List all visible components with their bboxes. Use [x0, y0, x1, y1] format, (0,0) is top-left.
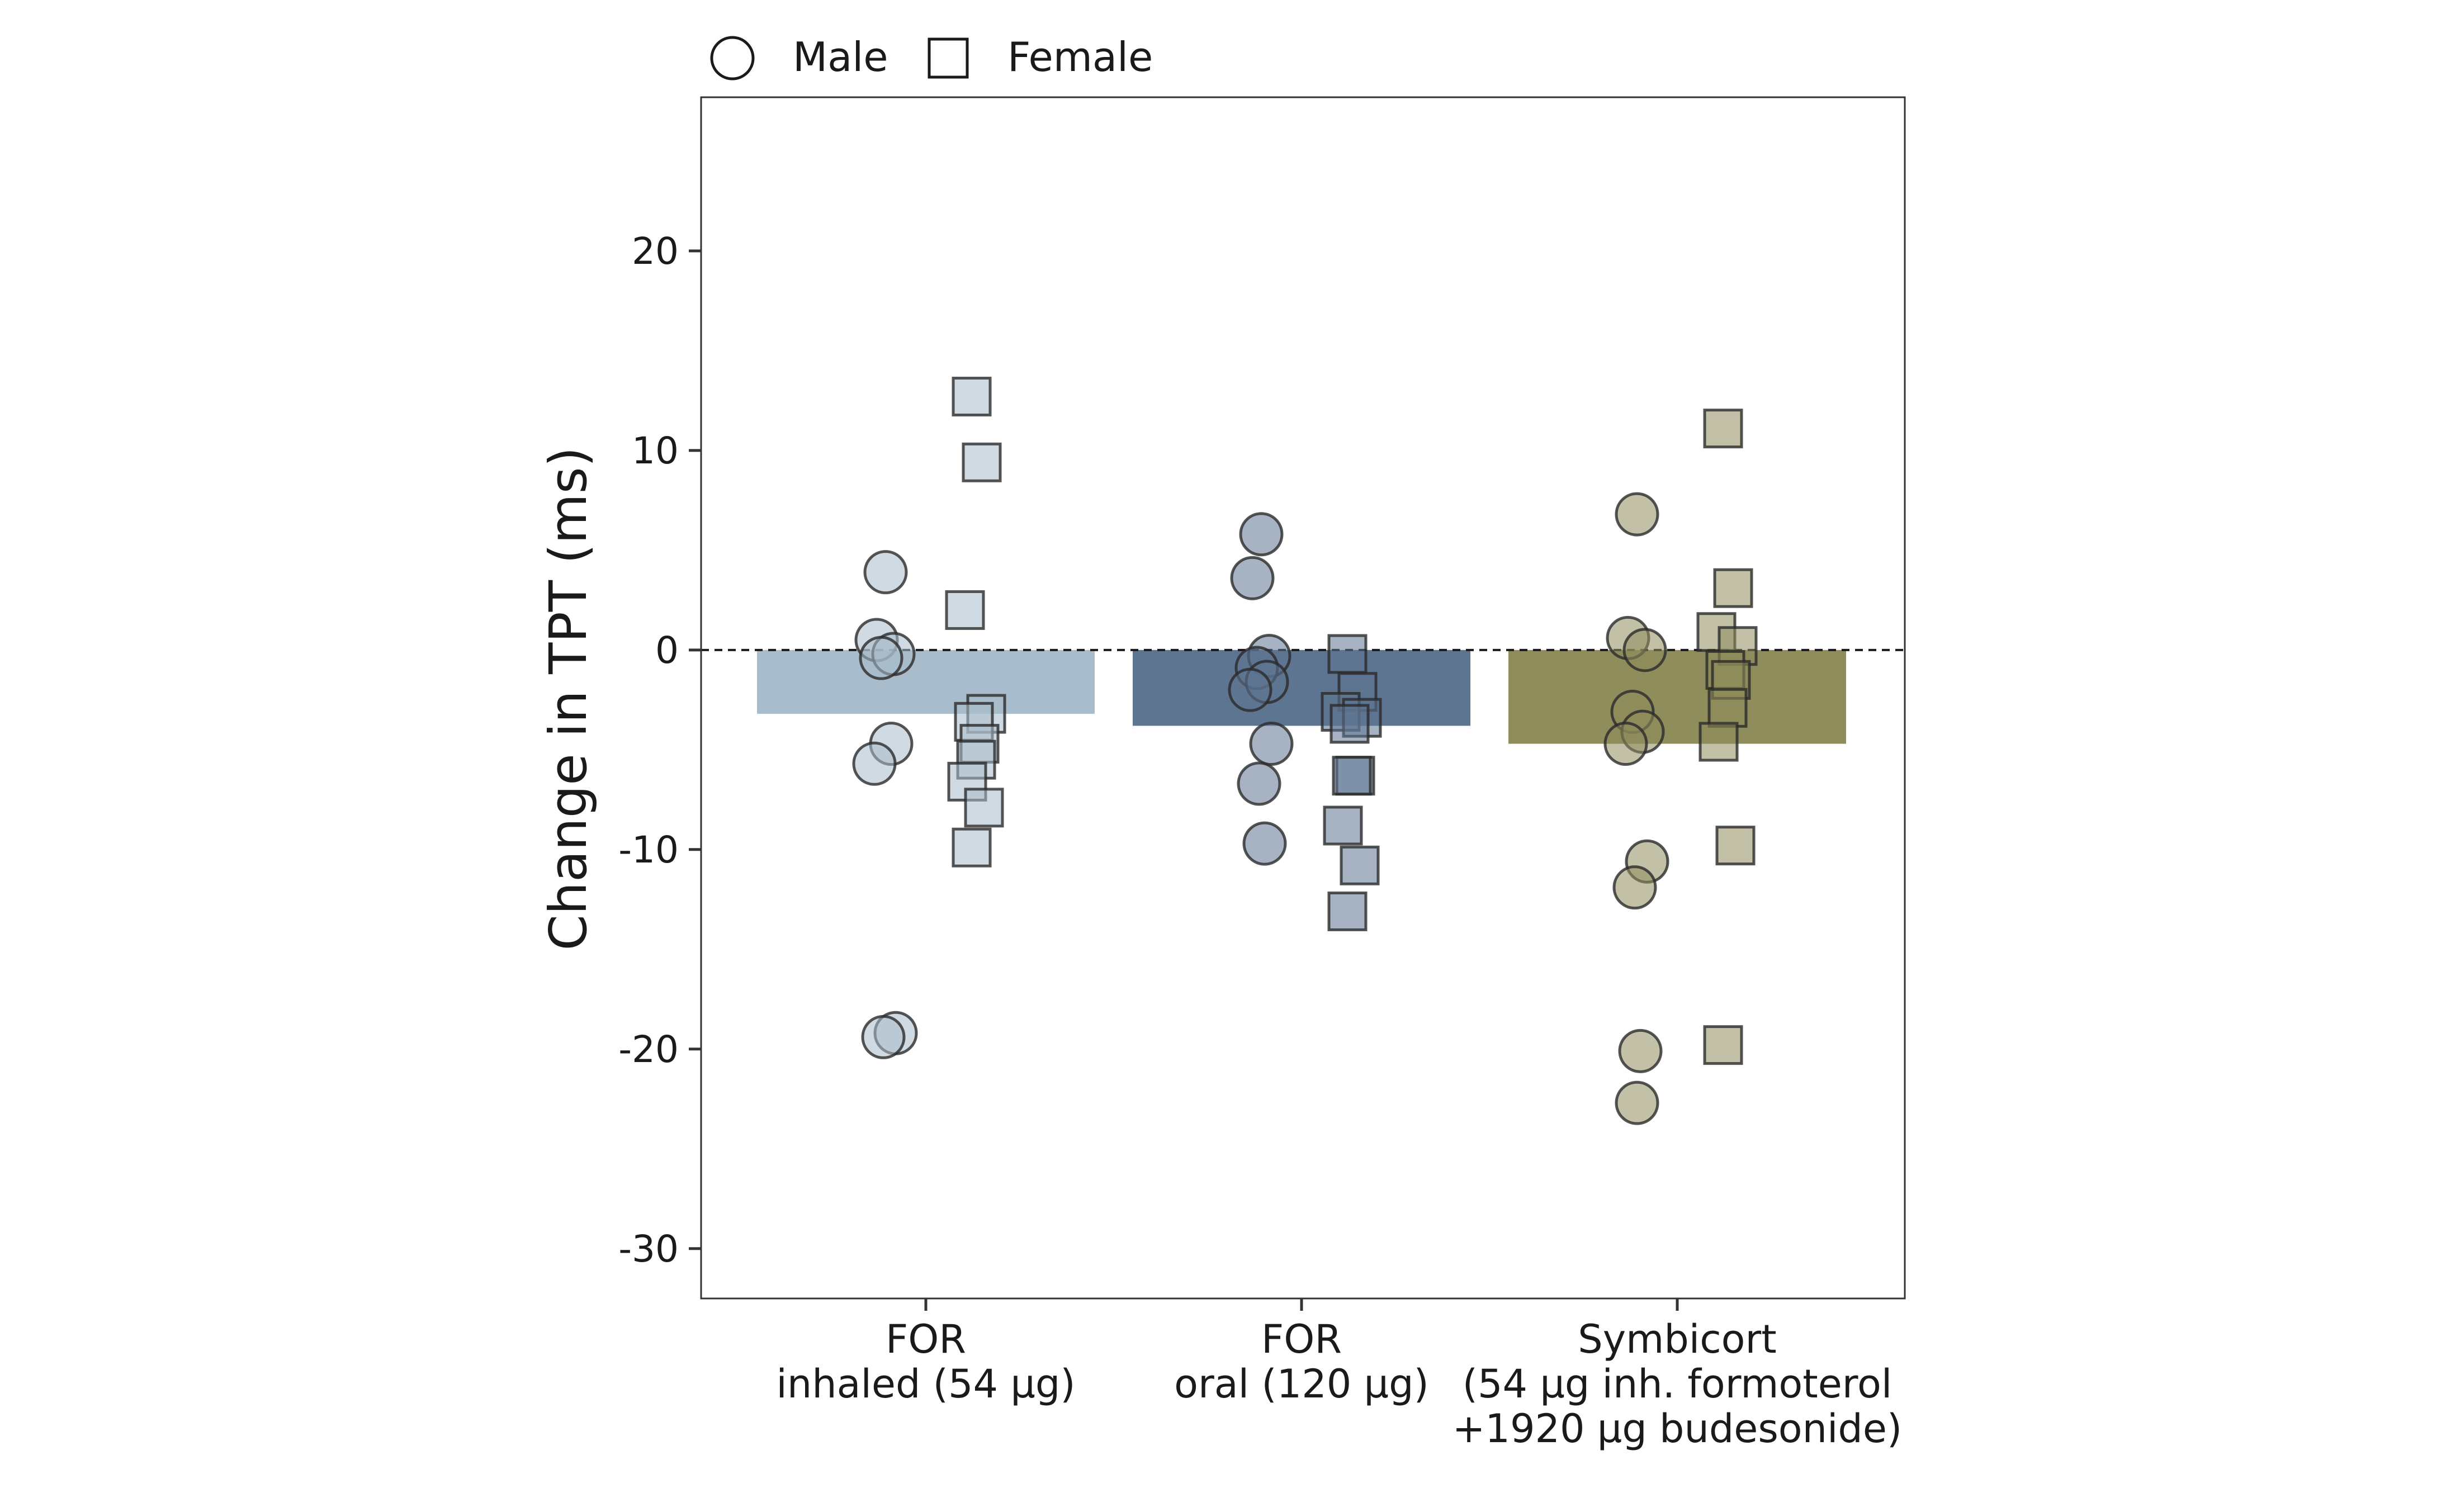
x-category-label: +1920 µg budesonide) [1453, 1406, 1903, 1452]
male-point [1239, 512, 1284, 557]
male-point [1612, 865, 1657, 910]
male-point [859, 636, 903, 680]
male-point [1237, 761, 1281, 806]
male-point [1615, 492, 1659, 537]
x-category-label: FOR [886, 1316, 966, 1362]
female-point [1332, 756, 1372, 796]
female-point [945, 590, 985, 630]
male-point [852, 741, 897, 786]
x-category-label: oral (120 µg) [1174, 1361, 1429, 1407]
male-point [861, 1015, 906, 1059]
legend: Male Female [710, 34, 1153, 80]
mean-bar [1508, 650, 1846, 744]
male-point [1622, 628, 1667, 672]
male-point [1615, 1080, 1659, 1125]
male-point [1228, 667, 1272, 712]
female-point [1703, 409, 1743, 449]
male-point [1618, 1028, 1663, 1073]
female-point [1340, 845, 1380, 885]
female-point [1327, 634, 1368, 674]
legend-male-label: Male [793, 34, 888, 80]
female-point [964, 788, 1004, 828]
x-category-label: FOR [1261, 1316, 1342, 1362]
female-point [1715, 826, 1756, 866]
y-tick-label: -20 [618, 1028, 679, 1071]
mean-bar [757, 650, 1095, 714]
female-point [952, 827, 992, 868]
legend-male-marker [710, 36, 755, 80]
female-point [1330, 704, 1370, 744]
female-point [1699, 722, 1739, 762]
x-category-label: Symbicort [1578, 1316, 1776, 1362]
female-point [1713, 568, 1753, 608]
female-point [1707, 688, 1748, 728]
male-point [1242, 821, 1287, 866]
female-point [1703, 1025, 1743, 1065]
x-category-label: inhaled (54 µg) [776, 1361, 1075, 1407]
female-point [962, 442, 1002, 482]
y-axis-title: Change in TPT (ms) [538, 447, 598, 950]
female-point [1327, 891, 1368, 931]
y-tick-label: 20 [632, 230, 679, 273]
y-tick-label: 10 [632, 429, 679, 472]
legend-female-label: Female [1007, 34, 1153, 80]
y-tick-label: -10 [618, 828, 679, 871]
male-point [1249, 722, 1294, 766]
male-point [1603, 722, 1648, 766]
male-point [863, 550, 908, 595]
female-point [952, 376, 992, 416]
legend-female-marker [928, 37, 969, 79]
mean-bar [1133, 650, 1470, 726]
x-category-label: (54 µg inh. formoterol [1463, 1361, 1893, 1407]
y-tick-label: 0 [655, 629, 679, 672]
y-tick-label: -30 [618, 1227, 679, 1271]
female-point [1323, 805, 1363, 846]
male-point [1230, 556, 1275, 600]
